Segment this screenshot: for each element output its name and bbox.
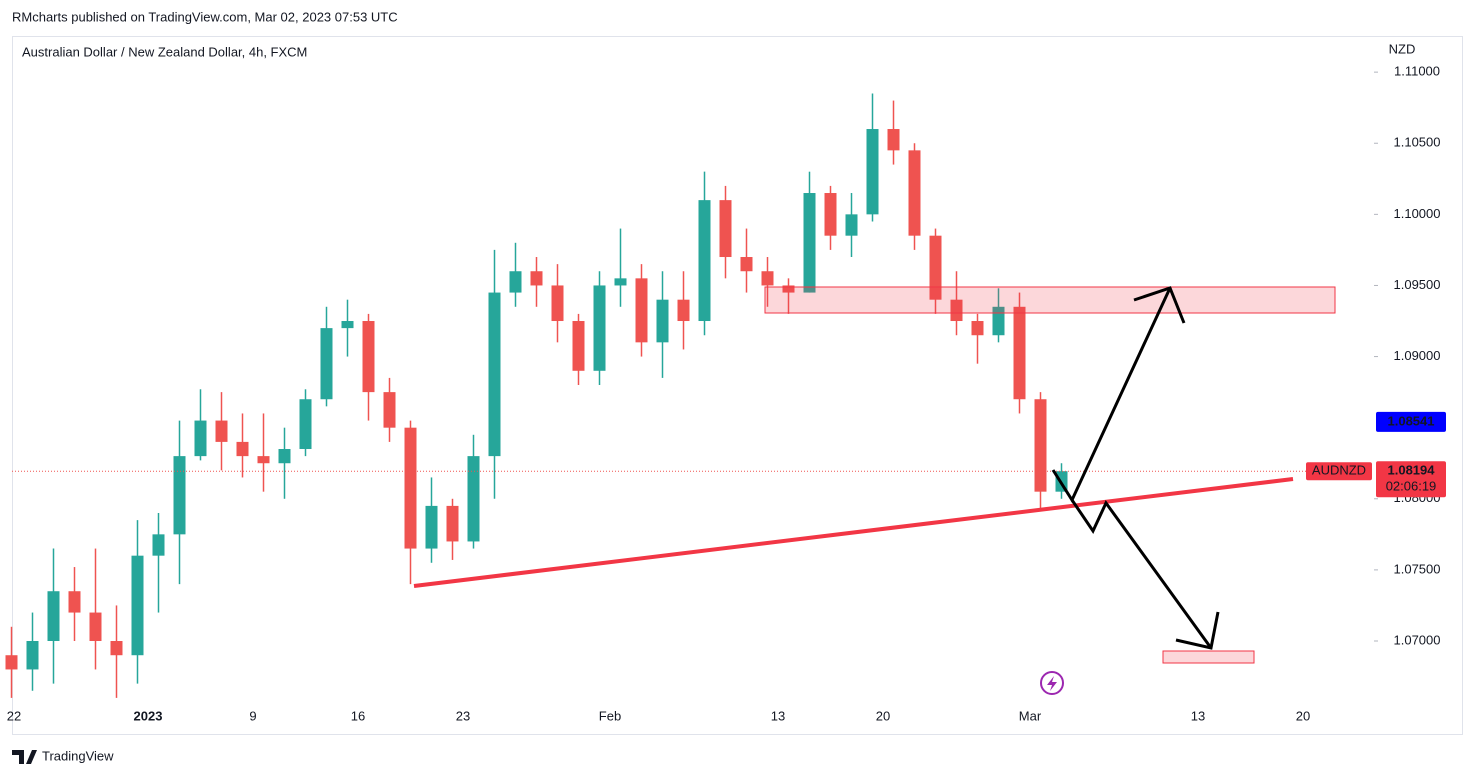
candle-body: [467, 456, 480, 542]
candle-body: [5, 655, 18, 670]
x-tick-label: 20: [876, 708, 890, 723]
candle-body: [488, 292, 501, 457]
x-tick-label: 22: [7, 708, 21, 723]
candle-body: [887, 129, 900, 151]
x-tick-label: 20: [1296, 708, 1310, 723]
candle-body: [68, 591, 81, 613]
trend-line: [413, 477, 1294, 588]
candle-body: [257, 456, 270, 464]
candle-body: [824, 193, 837, 236]
currency-label: NZD: [1389, 41, 1416, 56]
candle-body: [530, 271, 543, 286]
x-tick-label: 13: [1191, 708, 1205, 723]
event-icon[interactable]: [1040, 671, 1064, 695]
candle-body: [866, 129, 879, 215]
candle-body: [89, 612, 102, 642]
candle-body: [299, 399, 312, 450]
symbol-badge: [1306, 462, 1372, 481]
x-tick-label: 2023: [134, 708, 163, 723]
y-tick-label: 1.11000: [1394, 64, 1440, 79]
candle-body: [278, 449, 291, 464]
candle-body: [614, 278, 627, 286]
candle-body: [992, 306, 1005, 336]
candle-body: [509, 271, 522, 293]
candle-body: [677, 299, 690, 322]
down-arrow-head: [1175, 611, 1220, 650]
candle-body: [782, 285, 795, 293]
candle-body: [383, 392, 396, 428]
candle-body: [131, 555, 144, 656]
candle-body: [908, 150, 921, 236]
brand-logo: TradingView: [12, 748, 114, 764]
x-tick-label: 13: [771, 708, 785, 723]
candle-body: [362, 321, 375, 393]
candle-body: [761, 271, 774, 286]
candle-body: [845, 214, 858, 236]
last-price-label: 1.08194: [1388, 463, 1436, 478]
target-zone: [1162, 650, 1255, 664]
candle-body: [551, 285, 564, 322]
indicator-badge: [1376, 411, 1446, 432]
x-tick-label: 16: [351, 708, 365, 723]
x-tick-label: Feb: [599, 708, 621, 723]
candle-body: [47, 591, 60, 642]
candle-body: [446, 505, 459, 542]
candle-body: [173, 456, 186, 535]
candle-body: [236, 441, 249, 457]
y-tick-label: 1.10500: [1394, 135, 1441, 150]
candle-body: [341, 321, 354, 329]
up-arrow-head: [1133, 286, 1186, 324]
brand-name: TradingView: [42, 748, 114, 763]
candle-body: [194, 420, 207, 457]
y-tick-label: 1.10000: [1394, 206, 1441, 221]
y-tick-label: 1.09500: [1394, 277, 1441, 292]
candle-body: [740, 257, 753, 272]
x-tick-label: Mar: [1019, 708, 1042, 723]
x-tick-label: 9: [249, 708, 256, 723]
candle-body: [593, 285, 606, 371]
candle-body: [26, 641, 39, 670]
candle-body: [110, 641, 123, 656]
x-tick-label: 23: [456, 708, 470, 723]
logo-mark: [12, 750, 37, 764]
candle-body: [635, 278, 648, 343]
countdown-label: 02:06:19: [1386, 479, 1437, 494]
down-arrow: [1070, 499, 1213, 649]
price-badge: [1376, 461, 1446, 498]
chart-frame: [12, 36, 1463, 735]
y-tick-label: 1.07000: [1394, 632, 1441, 647]
candle-body: [152, 534, 165, 556]
candle-body: [404, 427, 417, 549]
candle-body: [803, 193, 816, 293]
candle-body: [215, 420, 228, 442]
candle-body: [656, 299, 669, 343]
indicator-label: 1.08541: [1388, 413, 1435, 428]
symbol-label: AUDNZD: [1312, 463, 1366, 478]
candle-body: [971, 321, 984, 336]
y-tick-label: 1.07500: [1394, 561, 1441, 576]
drawings: [413, 286, 1336, 695]
event-icon-bolt: [1047, 676, 1057, 691]
candle-body: [1013, 306, 1026, 400]
resistance-zone: [764, 286, 1336, 314]
candle-body: [425, 505, 438, 549]
candle-body: [698, 200, 711, 322]
candle-body: [950, 299, 963, 322]
publish-header: RMcharts published on TradingView.com, M…: [12, 9, 398, 24]
candle-body: [929, 235, 942, 300]
chart-title: Australian Dollar / New Zealand Dollar, …: [22, 44, 307, 59]
candle-body: [719, 200, 732, 258]
y-tick-label: 1.09000: [1394, 348, 1441, 363]
candle-body: [1034, 399, 1047, 492]
candle-body: [572, 321, 585, 371]
candle-body: [320, 328, 333, 400]
